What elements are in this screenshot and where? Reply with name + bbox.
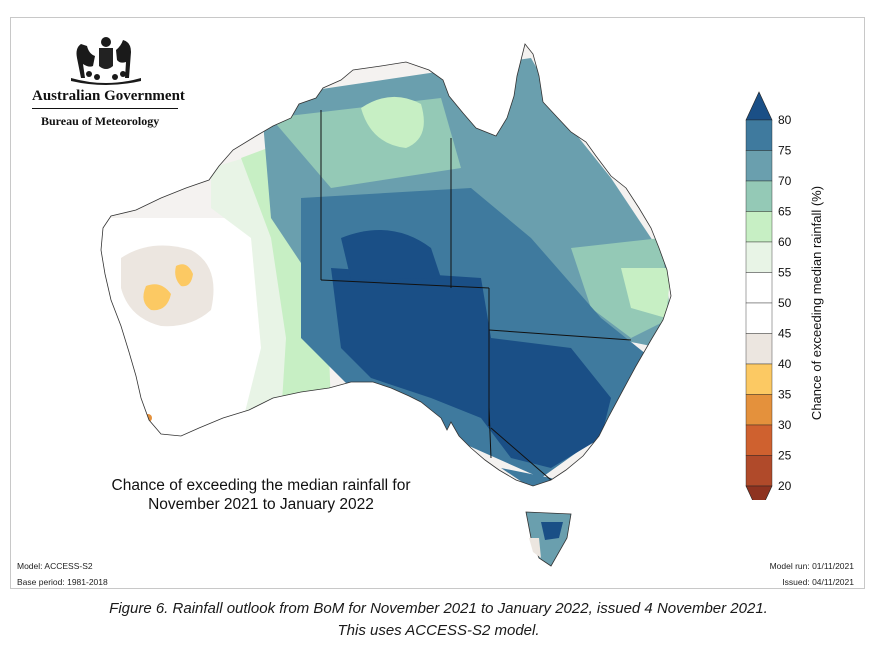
legend-band <box>745 424 773 456</box>
legend-band <box>745 394 773 426</box>
coat-of-arms-icon <box>71 37 141 85</box>
legend-band <box>745 333 773 365</box>
legend-tick-label: 40 <box>778 357 792 371</box>
legend-tick-label: 45 <box>778 327 792 341</box>
map-title-line2: November 2021 to January 2022 <box>148 496 374 513</box>
legend-tick-label: 60 <box>778 235 792 249</box>
model-run-label: Model run: 01/11/2021 <box>769 561 854 571</box>
legend-title: Chance of exceeding median rainfall (%) <box>809 186 824 420</box>
branding-divider <box>32 108 178 109</box>
legend-tick-label: 25 <box>778 449 792 463</box>
government-name: Australian Government <box>32 88 185 104</box>
map-figure: Australian Government Bureau of Meteorol… <box>10 17 865 589</box>
caption-line2: This uses ACCESS-S2 model. <box>337 622 540 639</box>
legend-band-below-20 <box>745 485 773 500</box>
map-title-line1: Chance of exceeding the median rainfall … <box>111 477 411 494</box>
legend-band <box>745 119 773 151</box>
legend-band <box>745 180 773 212</box>
legend-tick-label: 70 <box>778 174 792 188</box>
legend-tick-label: 50 <box>778 296 792 310</box>
legend-band <box>745 455 773 487</box>
legend-band <box>745 211 773 243</box>
tasmania <box>525 511 572 567</box>
legend-tick-label: 30 <box>778 418 792 432</box>
rainfall-probability-field <box>101 44 671 486</box>
australia-rainfall-map <box>100 43 672 567</box>
legend-tick-label: 35 <box>778 388 792 402</box>
legend-band <box>745 302 773 334</box>
legend-tick-label: 65 <box>778 205 792 219</box>
map-title: Chance of exceeding the median rainfall … <box>61 476 461 514</box>
legend-band-above-80 <box>745 91 773 121</box>
legend-band <box>745 241 773 273</box>
model-label: Model: ACCESS-S2 <box>17 561 93 571</box>
legend-tick-label: 20 <box>778 479 792 493</box>
legend-tick-label: 80 <box>778 113 792 127</box>
agency-name: Bureau of Meteorology <box>41 114 160 128</box>
figure-caption: Figure 6. Rainfall outlook from BoM for … <box>0 598 877 642</box>
base-period-label: Base period: 1981-2018 <box>17 577 108 587</box>
legend-tick-label: 75 <box>778 144 792 158</box>
legend-band <box>745 363 773 395</box>
legend-band <box>745 272 773 304</box>
legend-band <box>745 150 773 182</box>
caption-line1: Figure 6. Rainfall outlook from BoM for … <box>109 600 768 617</box>
probability-legend: 80 75 70 65 60 55 50 45 40 35 30 25 20 Chance of exce… <box>745 91 824 500</box>
issued-label: Issued: 04/11/2021 <box>782 577 854 587</box>
legend-tick-label: 55 <box>778 266 792 280</box>
state-borders <box>320 110 632 481</box>
